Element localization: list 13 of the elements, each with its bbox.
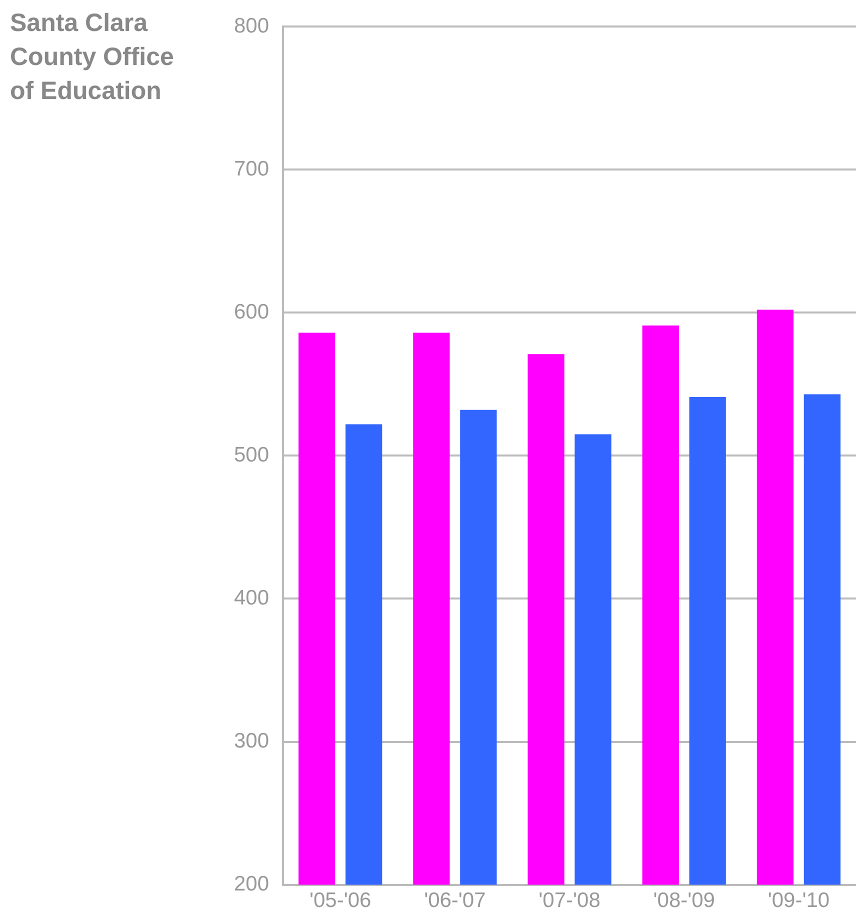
x-tick-label: '09-'10	[768, 889, 830, 912]
y-tick-label: 600	[234, 300, 270, 324]
x-tick-label: '06-'07	[424, 889, 486, 912]
x-tick-label: '07-'08	[538, 889, 600, 912]
y-tick-label: 300	[234, 730, 270, 753]
y-tick-label: 200	[234, 872, 270, 896]
text: Santa Clara County Office of Education	[10, 8, 175, 107]
y-tick-label: 800	[234, 14, 270, 38]
y-tick-label: 700	[234, 157, 270, 180]
y-tick-label: 500	[234, 443, 270, 466]
x-tick-label: '05-'06	[309, 889, 372, 912]
y-tick-label: 400	[234, 586, 270, 610]
x-tick-label: '08-'09	[653, 889, 715, 912]
